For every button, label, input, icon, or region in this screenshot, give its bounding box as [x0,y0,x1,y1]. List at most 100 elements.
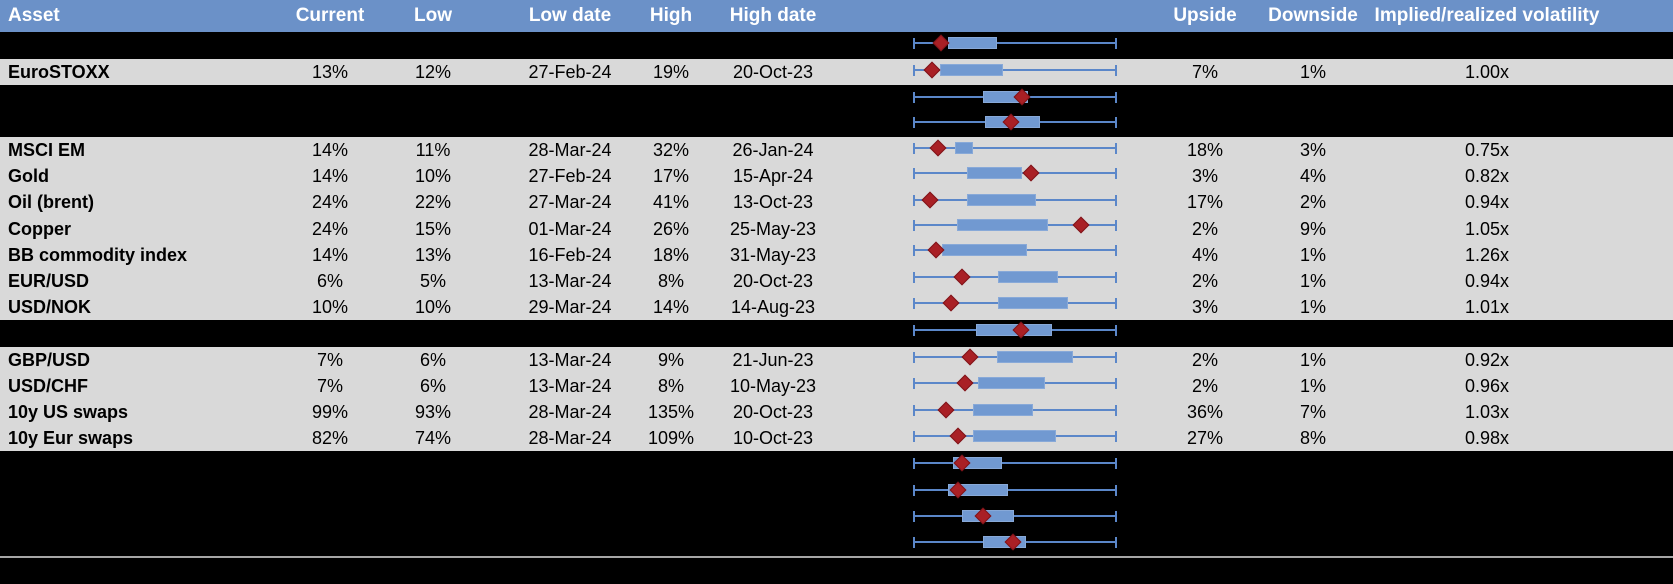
cell-upside[interactable]: 7% [1191,62,1219,82]
cell-upside[interactable]: 2% [1191,271,1219,291]
cell-upside[interactable]: 18% [1186,140,1224,160]
cell-low[interactable]: 11% [415,140,451,160]
cell-downside[interactable]: 8% [1299,428,1327,448]
column-header-current[interactable]: Current [295,5,365,26]
cell-downside[interactable]: 4% [1299,166,1327,186]
cell-high_date[interactable]: 21-Jun-23 [732,350,814,370]
cell-high[interactable]: 19% [652,62,690,82]
cell-asset[interactable]: 10y US swaps [8,402,129,422]
cell-downside[interactable]: 1% [1299,245,1327,265]
cell-impl_real[interactable]: 1.00x [1464,62,1510,82]
cell-high[interactable]: 135% [647,402,695,422]
cell-high_date[interactable]: 20-Oct-23 [732,271,814,291]
cell-asset[interactable]: EUR/USD [8,271,90,291]
cell-low[interactable]: 15% [414,219,452,239]
cell-upside[interactable]: 17% [1186,192,1224,212]
cell-low_date[interactable]: 28-Mar-24 [528,402,612,422]
cell-low_date[interactable]: 29-Mar-24 [528,297,612,317]
cell-impl_real[interactable]: 0.82x [1464,166,1510,186]
cell-high_date[interactable]: 14-Aug-23 [730,297,816,317]
cell-downside[interactable]: 1% [1299,376,1327,396]
cell-low[interactable]: 5% [419,271,447,291]
cell-low_date[interactable]: 28-Mar-24 [528,140,612,160]
cell-asset[interactable]: MSCI EM [8,140,86,160]
cell-low_date[interactable]: 27-Mar-24 [528,192,612,212]
cell-asset[interactable]: BB commodity index [8,245,188,265]
cell-asset[interactable]: 10y Eur swaps [8,428,134,448]
cell-high_date[interactable]: 10-May-23 [729,376,817,396]
cell-low[interactable]: 12% [414,62,452,82]
cell-current[interactable]: 24% [311,192,349,212]
cell-upside[interactable]: 4% [1191,245,1219,265]
cell-high_date[interactable]: 15-Apr-24 [732,166,814,186]
cell-high[interactable]: 41% [652,192,690,212]
cell-upside[interactable]: 3% [1191,166,1219,186]
cell-low_date[interactable]: 16-Feb-24 [528,245,612,265]
cell-low_date[interactable]: 28-Mar-24 [528,428,612,448]
cell-low[interactable]: 22% [414,192,452,212]
cell-high_date[interactable]: 20-Oct-23 [732,62,814,82]
cell-high[interactable]: 17% [652,166,690,186]
cell-asset[interactable]: Gold [8,166,49,186]
column-header-high_date[interactable]: High date [729,5,817,26]
column-header-asset[interactable]: Asset [8,5,60,26]
cell-high[interactable]: 8% [657,271,685,291]
cell-low[interactable]: 6% [419,350,447,370]
column-header-high[interactable]: High [649,5,693,26]
cell-current[interactable]: 6% [316,271,344,291]
cell-downside[interactable]: 9% [1299,219,1327,239]
cell-downside[interactable]: 7% [1299,402,1327,422]
cell-upside[interactable]: 2% [1191,219,1219,239]
column-header-low_date[interactable]: Low date [528,5,612,26]
cell-upside[interactable]: 2% [1191,350,1219,370]
cell-impl_real[interactable]: 0.94x [1464,271,1510,291]
cell-upside[interactable]: 3% [1191,297,1219,317]
cell-high_date[interactable]: 25-May-23 [729,219,817,239]
cell-high[interactable]: 109% [647,428,695,448]
cell-low[interactable]: 74% [414,428,452,448]
cell-downside[interactable]: 1% [1299,297,1327,317]
column-header-downside[interactable]: Downside [1268,5,1358,26]
cell-current[interactable]: 14% [311,245,349,265]
cell-low_date[interactable]: 27-Feb-24 [528,62,612,82]
cell-upside[interactable]: 27% [1186,428,1224,448]
cell-current[interactable]: 10% [311,297,349,317]
cell-high_date[interactable]: 10-Oct-23 [732,428,814,448]
cell-impl_real[interactable]: 1.03x [1464,402,1510,422]
column-header-low[interactable]: Low [414,5,452,26]
cell-asset[interactable]: USD/CHF [8,376,88,396]
cell-low_date[interactable]: 27-Feb-24 [528,166,612,186]
cell-high_date[interactable]: 13-Oct-23 [732,192,814,212]
cell-low[interactable]: 6% [419,376,447,396]
cell-high[interactable]: 32% [652,140,690,160]
cell-high[interactable]: 18% [652,245,690,265]
cell-low_date[interactable]: 13-Mar-24 [528,376,612,396]
cell-current[interactable]: 24% [311,219,349,239]
cell-high_date[interactable]: 31-May-23 [729,245,817,265]
cell-low[interactable]: 93% [414,402,452,422]
cell-impl_real[interactable]: 0.75x [1464,140,1510,160]
cell-downside[interactable]: 1% [1299,62,1327,82]
cell-current[interactable]: 14% [311,166,349,186]
cell-current[interactable]: 99% [311,402,349,422]
cell-current[interactable]: 14% [311,140,349,160]
cell-impl_real[interactable]: 0.98x [1464,428,1510,448]
cell-upside[interactable]: 36% [1186,402,1224,422]
cell-low_date[interactable]: 13-Mar-24 [528,271,612,291]
cell-asset[interactable]: GBP/USD [8,350,91,370]
cell-downside[interactable]: 3% [1299,140,1327,160]
cell-current[interactable]: 7% [316,376,344,396]
cell-impl_real[interactable]: 1.01x [1464,297,1510,317]
cell-asset[interactable]: USD/NOK [8,297,92,317]
cell-low[interactable]: 10% [414,166,452,186]
cell-high[interactable]: 14% [652,297,690,317]
cell-asset[interactable]: Oil (brent) [8,192,94,212]
cell-upside[interactable]: 2% [1191,376,1219,396]
cell-low[interactable]: 13% [414,245,452,265]
cell-impl_real[interactable]: 0.94x [1464,192,1510,212]
cell-impl_real[interactable]: 1.26x [1464,245,1510,265]
cell-high[interactable]: 9% [657,350,685,370]
cell-downside[interactable]: 1% [1299,350,1327,370]
cell-high_date[interactable]: 20-Oct-23 [732,402,814,422]
cell-impl_real[interactable]: 0.96x [1464,376,1510,396]
